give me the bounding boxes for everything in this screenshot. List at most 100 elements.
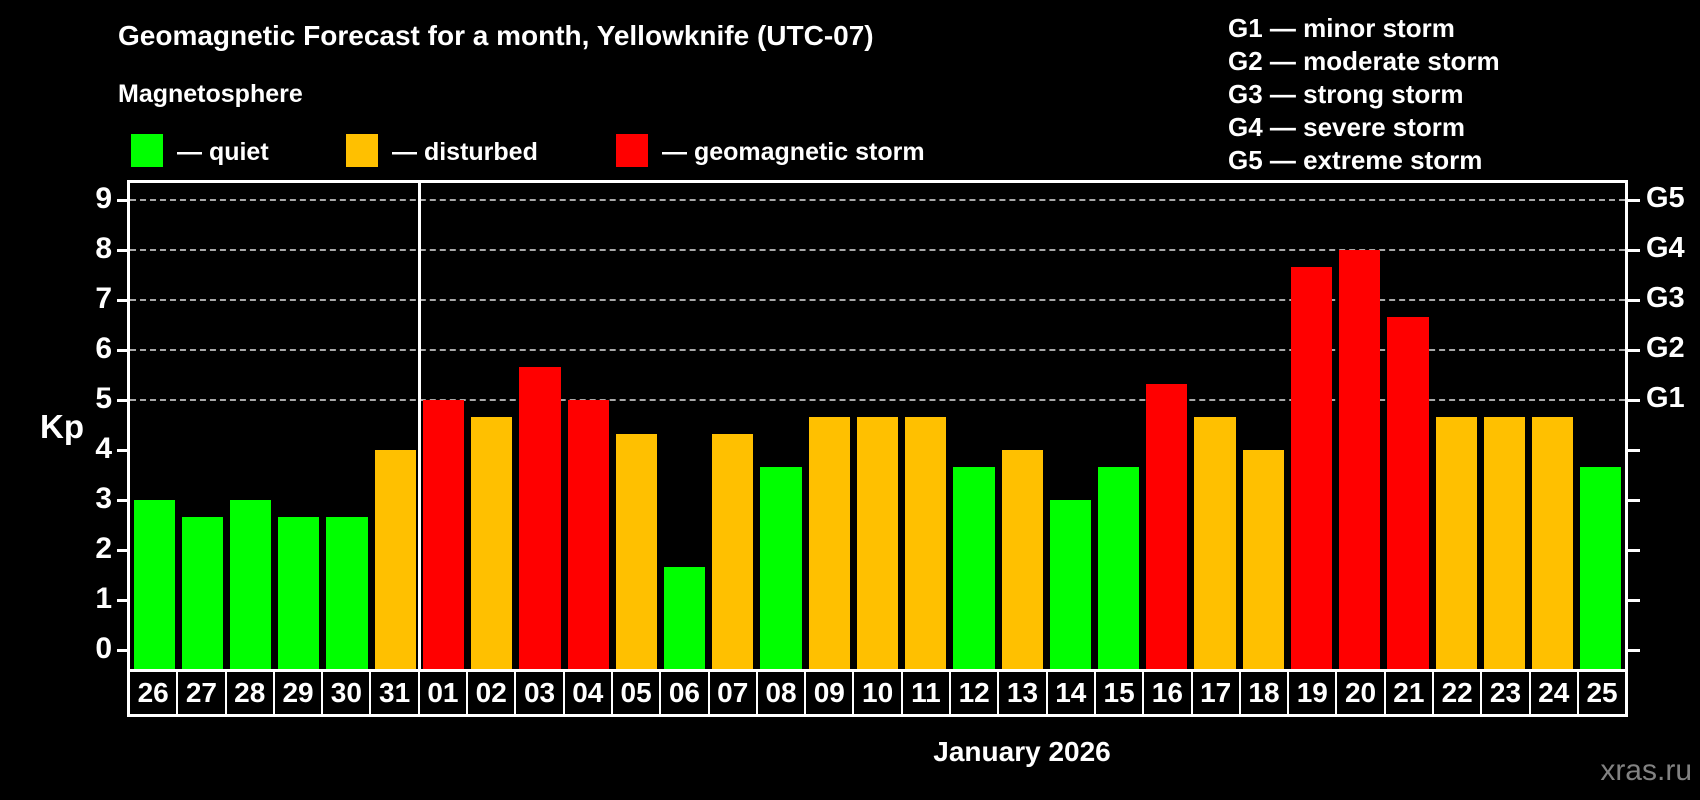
day-cell-17: 17 — [1193, 672, 1241, 714]
day-cell-24: 24 — [1531, 672, 1579, 714]
bar-day-19 — [1290, 266, 1333, 669]
bar-day-04 — [567, 400, 609, 669]
grid-line-kp-9 — [130, 199, 1625, 201]
bar-day-27 — [181, 516, 223, 669]
day-cell-19: 19 — [1289, 672, 1338, 714]
bar-day-13 — [1001, 450, 1043, 669]
plot-area — [127, 180, 1628, 669]
bar-day-07 — [712, 433, 754, 669]
right-axis-tick-7 — [1628, 299, 1640, 302]
bar-day-31 — [374, 450, 416, 669]
bar-day-08 — [760, 466, 802, 669]
bar-day-25 — [1580, 466, 1622, 669]
y-axis-tick-label-2: 2 — [95, 532, 112, 565]
day-cell-04: 04 — [565, 672, 613, 714]
right-axis-tick-5 — [1628, 399, 1640, 402]
day-cell-21: 21 — [1386, 672, 1435, 714]
bar-day-22 — [1435, 416, 1477, 669]
day-cell-15: 15 — [1096, 672, 1145, 714]
legend-swatch-quiet — [131, 134, 163, 167]
day-cell-29: 29 — [275, 672, 324, 714]
grid-line-kp-5 — [130, 399, 1625, 401]
day-cell-20: 20 — [1337, 672, 1386, 714]
right-axis-label-G2: G2 — [1646, 332, 1685, 364]
right-axis-label-G3: G3 — [1646, 282, 1685, 314]
right-axis-tick-8 — [1628, 249, 1640, 252]
day-cell-18: 18 — [1241, 672, 1290, 714]
storm-scale-item-3: G3 — strong storm — [1228, 79, 1464, 109]
storm-scale-item-1: G1 — minor storm — [1228, 13, 1455, 43]
day-cell-27: 27 — [178, 672, 227, 714]
bar-day-24 — [1532, 416, 1574, 669]
y-axis-tick-label-8: 8 — [95, 232, 112, 265]
day-cell-01: 01 — [420, 672, 469, 714]
y-axis-label: Kp — [40, 408, 84, 445]
y-axis-tick-label-1: 1 — [95, 582, 112, 615]
day-cell-30: 30 — [323, 672, 372, 714]
right-axis-tick-1 — [1628, 599, 1640, 602]
bar-day-21 — [1387, 316, 1429, 669]
bar-day-26 — [133, 500, 175, 669]
right-axis-tick-3 — [1628, 499, 1640, 502]
y-axis-tick-3 — [117, 499, 129, 502]
watermark: xras.ru — [1600, 754, 1692, 787]
right-axis-tick-0 — [1628, 649, 1640, 652]
legend-title: Magnetosphere — [118, 80, 303, 108]
chart-title: Geomagnetic Forecast for a month, Yellow… — [118, 20, 874, 51]
day-cell-09: 09 — [806, 672, 855, 714]
day-cell-31: 31 — [371, 672, 420, 714]
day-cell-14: 14 — [1048, 672, 1096, 714]
grid-line-kp-7 — [130, 299, 1625, 301]
y-axis-tick-label-6: 6 — [95, 332, 112, 365]
bar-day-17 — [1194, 416, 1236, 669]
right-axis-label-G1: G1 — [1646, 382, 1685, 414]
day-cell-13: 13 — [999, 672, 1048, 714]
bar-day-10 — [856, 416, 899, 669]
right-axis-label-G5: G5 — [1646, 182, 1685, 214]
right-axis-tick-4 — [1628, 449, 1640, 452]
month-separator-line — [417, 183, 421, 669]
day-cell-07: 07 — [710, 672, 758, 714]
bar-day-03 — [519, 366, 561, 669]
y-axis-tick-7 — [117, 299, 129, 302]
right-axis-tick-9 — [1628, 199, 1640, 202]
bar-day-14 — [1049, 500, 1091, 669]
day-cell-10: 10 — [854, 672, 903, 714]
bar-day-05 — [615, 433, 657, 669]
legend-label-storm: — geomagnetic storm — [662, 138, 925, 166]
legend-label-disturbed: — disturbed — [392, 138, 538, 166]
y-axis-tick-9 — [117, 199, 129, 202]
storm-scale-item-4: G4 — severe storm — [1228, 112, 1466, 142]
y-axis-tick-6 — [117, 349, 129, 352]
bar-day-20 — [1339, 250, 1381, 669]
x-axis-title: January 2026 — [933, 736, 1111, 767]
day-cell-16: 16 — [1144, 672, 1193, 714]
right-axis-tick-2 — [1628, 549, 1640, 552]
bar-day-12 — [953, 466, 995, 669]
day-cell-26: 26 — [130, 672, 179, 714]
day-cell-08: 08 — [758, 672, 807, 714]
day-cell-02: 02 — [468, 672, 517, 714]
bar-day-09 — [808, 416, 850, 669]
bar-day-30 — [326, 516, 368, 669]
bar-day-28 — [229, 500, 272, 669]
bar-day-16 — [1146, 383, 1188, 669]
legend-label-quiet: — quiet — [177, 138, 269, 166]
y-axis-tick-label-5: 5 — [95, 382, 112, 415]
legend-swatch-disturbed — [346, 134, 378, 167]
bar-day-02 — [471, 416, 513, 669]
day-cell-03: 03 — [516, 672, 565, 714]
day-cell-25: 25 — [1586, 677, 1618, 708]
bar-day-23 — [1483, 416, 1526, 669]
bar-day-18 — [1242, 450, 1284, 669]
y-axis-tick-label-0: 0 — [95, 632, 112, 665]
y-axis-tick-5 — [117, 399, 129, 402]
y-axis-tick-4 — [117, 449, 129, 452]
y-axis-tick-label-7: 7 — [95, 282, 112, 315]
y-axis-tick-2 — [117, 549, 129, 552]
day-cell-05: 05 — [613, 672, 662, 714]
y-axis-tick-1 — [117, 599, 129, 602]
legend-swatch-storm — [616, 134, 648, 167]
day-cell-11: 11 — [903, 672, 952, 714]
